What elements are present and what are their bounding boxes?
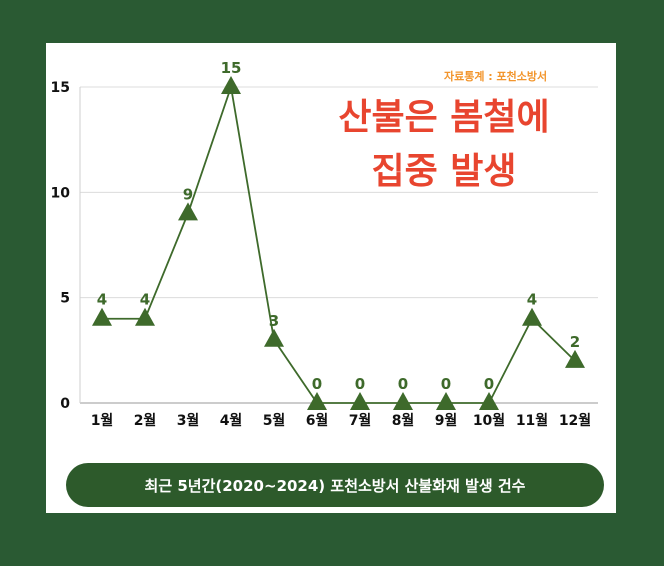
x-tick-6: 6월 [306, 412, 329, 429]
data-label-4: 15 [221, 59, 242, 77]
data-point-8 [393, 392, 413, 410]
data-label-7: 0 [355, 375, 365, 393]
headline: 산불은 봄철에 집중 발생 [294, 91, 594, 199]
y-tick-15: 15 [51, 80, 70, 96]
data-label-6: 0 [312, 375, 322, 393]
x-tick-5: 5월 [263, 412, 286, 429]
caption-banner: 최근 5년간(2020~2024) 포천소방서 산불화재 발생 건수 [66, 463, 604, 507]
x-tick-2: 2월 [134, 412, 157, 429]
data-point-6 [307, 392, 327, 410]
data-point-12 [565, 349, 585, 368]
marker-group [92, 76, 585, 410]
y-tick-0: 0 [60, 396, 70, 412]
chart-card: 자료통계 : 포천소방서 산불은 봄철에 집중 발생 0 5 10 15 1월 2월 3월… [46, 43, 616, 513]
data-label-12: 2 [570, 333, 580, 351]
line-chart: 0 5 10 15 1월 2월 3월 4월 5월 6월 7월 8월 9월 10월 11월 12월 4 4 9 15… [51, 59, 598, 429]
data-point-9 [436, 392, 456, 410]
data-point-4 [221, 76, 241, 94]
x-tick-10: 10월 [473, 412, 505, 429]
data-label-2: 4 [140, 291, 150, 309]
data-point-2 [135, 307, 155, 326]
x-tick-8: 8월 [392, 412, 415, 429]
y-tick-10: 10 [51, 185, 71, 201]
headline-line-2: 집중 발생 [371, 151, 517, 192]
source-note: 자료통계 : 포천소방서 [444, 70, 548, 83]
data-label-1: 4 [97, 291, 107, 309]
x-tick-9: 9월 [435, 412, 458, 429]
x-tick-4: 4월 [220, 412, 243, 429]
data-point-5 [264, 328, 284, 347]
x-tick-7: 7월 [349, 412, 372, 429]
x-tick-12: 12월 [559, 412, 591, 429]
data-point-10 [479, 392, 499, 410]
data-label-3: 9 [183, 185, 193, 203]
data-point-7 [350, 392, 370, 410]
grid-lines [79, 86, 598, 404]
data-point-3 [178, 202, 198, 221]
data-point-11 [522, 307, 542, 326]
series-line [102, 86, 576, 404]
data-label-9: 0 [441, 375, 451, 393]
x-tick-11: 11월 [516, 412, 548, 429]
y-tick-5: 5 [60, 291, 70, 307]
data-point-1 [92, 307, 112, 326]
data-label-8: 0 [398, 375, 408, 393]
data-label-10: 0 [484, 375, 494, 393]
x-tick-labels: 1월 2월 3월 4월 5월 6월 7월 8월 9월 10월 11월 12월 [91, 412, 592, 429]
x-tick-3: 3월 [177, 412, 200, 429]
headline-line-1: 산불은 봄철에 [338, 97, 550, 138]
data-label-5: 3 [269, 312, 279, 330]
data-label-11: 4 [527, 291, 537, 309]
y-tick-labels: 0 5 10 15 [51, 80, 71, 412]
data-label-group: 4 4 9 15 3 0 0 0 0 0 4 2 [97, 59, 580, 393]
series-line-group [102, 86, 576, 404]
x-tick-1: 1월 [91, 412, 114, 429]
